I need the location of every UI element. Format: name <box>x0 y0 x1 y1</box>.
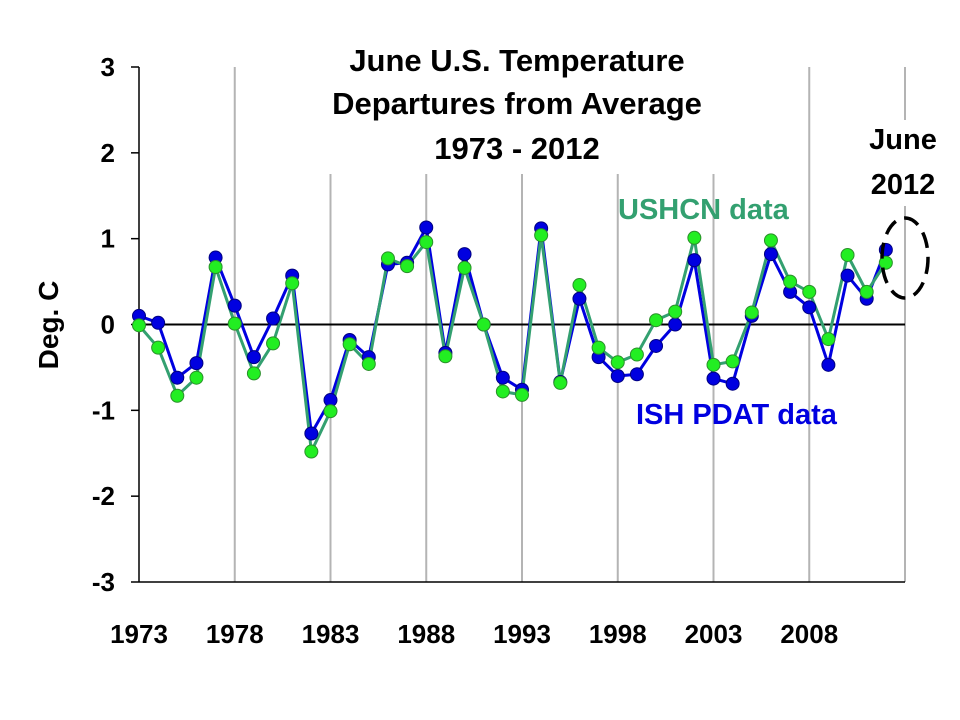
x-tick-label: 2003 <box>685 619 743 649</box>
ushcn-point <box>649 313 664 328</box>
ushcn-point <box>821 332 836 347</box>
chart-title-line-2: Departures from Average <box>332 86 702 121</box>
ushcn-point <box>438 349 453 364</box>
ushcn-point <box>419 235 434 250</box>
ish-series-label: ISH PDAT data <box>636 399 838 431</box>
ushcn-point <box>591 340 606 355</box>
ushcn-point <box>170 388 185 403</box>
ushcn-point <box>227 316 242 331</box>
ushcn-point <box>840 247 855 262</box>
callout-june: June <box>869 124 937 156</box>
ushcn-point <box>380 251 395 266</box>
y-tick-label: -3 <box>92 567 115 597</box>
ish-pdat-point <box>821 357 836 372</box>
ushcn-point <box>629 347 644 362</box>
ushcn-point <box>553 375 568 390</box>
ushcn-point <box>476 317 491 332</box>
x-tick-label: 1993 <box>493 619 551 649</box>
callout-background <box>862 120 944 206</box>
ish-pdat-point <box>457 247 472 262</box>
ushcn-point <box>132 318 146 333</box>
y-tick-label: 0 <box>101 310 115 340</box>
ish-pdat-point <box>419 220 434 235</box>
x-tick-label: 1973 <box>110 619 168 649</box>
ish-pdat-point <box>610 369 625 383</box>
ish-pdat-point <box>227 298 242 313</box>
ushcn-point <box>361 356 376 371</box>
y-tick-label: 3 <box>101 52 115 82</box>
title-background <box>302 38 732 174</box>
ushcn-point <box>342 337 357 352</box>
ish-pdat-point <box>189 356 204 371</box>
y-tick-label: 1 <box>101 224 115 254</box>
ish-pdat-point <box>725 376 740 391</box>
ushcn-point <box>534 228 549 243</box>
y-tick-labels: 3 2 1 0 -1 -2 -3 <box>92 52 115 597</box>
ish-pdat-series-line <box>138 226 888 435</box>
ushcn-point <box>285 276 300 291</box>
ish-pdat-point <box>629 367 644 382</box>
ish-pdat-point <box>151 315 166 330</box>
y-axis-label: Deg. C <box>33 281 64 370</box>
x-tick-label: 1978 <box>206 619 264 649</box>
ish-pdat-point <box>687 253 702 268</box>
ushcn-point <box>763 233 778 248</box>
ushcn-point <box>572 278 587 293</box>
ushcn-point <box>189 370 204 385</box>
x-tick-label: 2008 <box>780 619 838 649</box>
ushcn-point <box>610 355 625 370</box>
ushcn-point <box>266 336 281 351</box>
ushcn-point <box>246 366 261 381</box>
ish-pdat-point <box>763 247 778 262</box>
chart-title-line-1: June U.S. Temperature <box>349 43 684 78</box>
ish-pdat-point <box>840 268 855 283</box>
ish-pdat-point <box>572 291 587 306</box>
x-tick-labels: 1973 1978 1983 1988 1993 1998 2003 2008 <box>110 619 838 649</box>
ushcn-point <box>859 284 874 299</box>
series-lines <box>137 226 888 453</box>
ish-pdat-point <box>495 370 510 385</box>
ushcn-point <box>687 230 702 245</box>
x-tick-label: 1988 <box>397 619 455 649</box>
callout-ellipse <box>880 216 930 300</box>
ushcn-point <box>783 274 798 289</box>
ushcn-point <box>304 444 319 459</box>
series-points <box>132 220 893 459</box>
callout-year: 2012 <box>871 169 936 201</box>
ushcn-point <box>706 357 721 372</box>
ushcn-point <box>323 404 338 419</box>
ushcn-point <box>151 340 166 355</box>
ushcn-series-label: USHCN data <box>618 194 790 226</box>
y-tick-label: -1 <box>92 395 115 425</box>
ish-pdat-point <box>706 371 721 386</box>
ushcn-series-line <box>137 233 888 453</box>
x-tick-label: 1998 <box>589 619 647 649</box>
ish-pdat-point <box>802 300 817 315</box>
ushcn-point <box>878 255 893 270</box>
ushcn-point <box>515 387 529 402</box>
ushcn-point <box>744 305 759 320</box>
ushcn-point <box>802 284 817 299</box>
y-tick-label: -2 <box>92 481 115 511</box>
ushcn-point <box>668 304 683 319</box>
ish-pdat-point <box>170 370 185 385</box>
chart-title-line-3: 1973 - 2012 <box>434 131 599 166</box>
ish-pdat-point <box>649 338 664 353</box>
ushcn-point <box>208 259 223 274</box>
ish-pdat-point <box>246 350 261 365</box>
ushcn-point <box>457 260 472 275</box>
ushcn-point <box>495 384 510 399</box>
ish-pdat-point <box>668 317 683 332</box>
x-tick-label: 1983 <box>302 619 360 649</box>
ish-pdat-point <box>304 426 319 441</box>
y-tick-label: 2 <box>101 138 115 168</box>
ushcn-point <box>400 259 415 274</box>
ish-pdat-point <box>266 311 281 326</box>
ushcn-point <box>725 354 740 369</box>
